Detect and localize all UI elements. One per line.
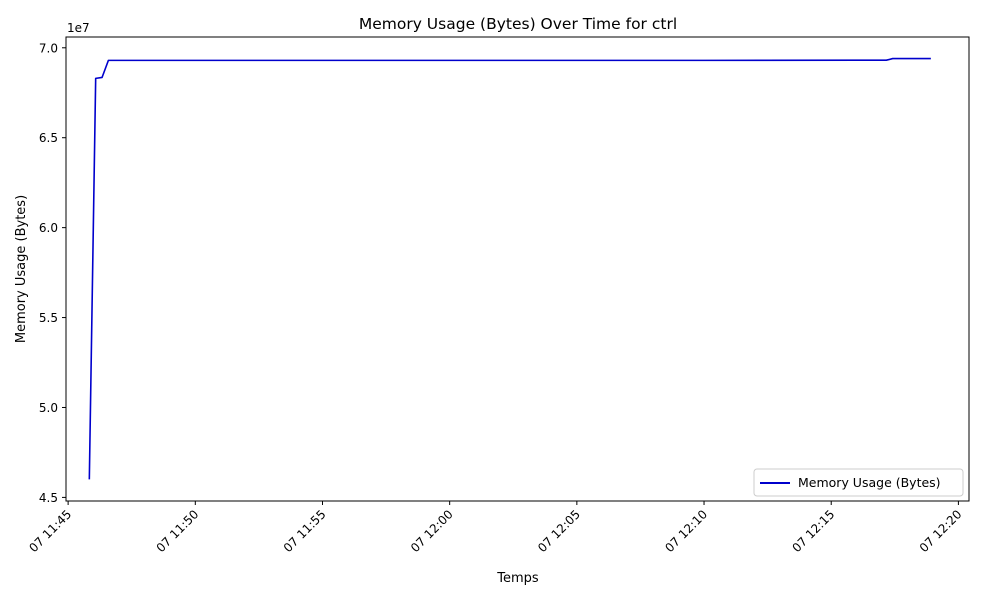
x-tick-label: 07 12:00 [408,507,456,555]
y-tick-label: 6.0 [39,221,58,235]
y-axis-offset-label: 1e7 [67,21,90,35]
x-tick-label: 07 11:50 [154,507,202,555]
plot-frame [65,36,970,502]
x-tick-label: 07 11:45 [26,507,74,555]
y-tick-label: 5.0 [39,401,58,415]
x-tick-label: 07 12:05 [535,507,583,555]
x-tick-label: 07 11:55 [281,507,329,555]
legend-label: Memory Usage (Bytes) [798,475,941,490]
x-axis-label: Temps [496,571,539,586]
legend: Memory Usage (Bytes) [753,468,964,497]
series-line [88,57,931,480]
x-tick-label: 07 12:20 [917,507,965,555]
x-tick-label: 07 12:15 [789,507,837,555]
y-tick-label: 5.5 [39,311,58,325]
y-tick-label: 4.5 [39,491,58,505]
y-tick-label: 6.5 [39,131,58,145]
legend-box [753,468,964,497]
chart-title: Memory Usage (Bytes) Over Time for ctrl [359,15,677,33]
x-tick-label: 07 12:10 [662,507,710,555]
y-axis-label: Memory Usage (Bytes) [14,195,29,343]
y-tick-label: 7.0 [39,41,58,55]
